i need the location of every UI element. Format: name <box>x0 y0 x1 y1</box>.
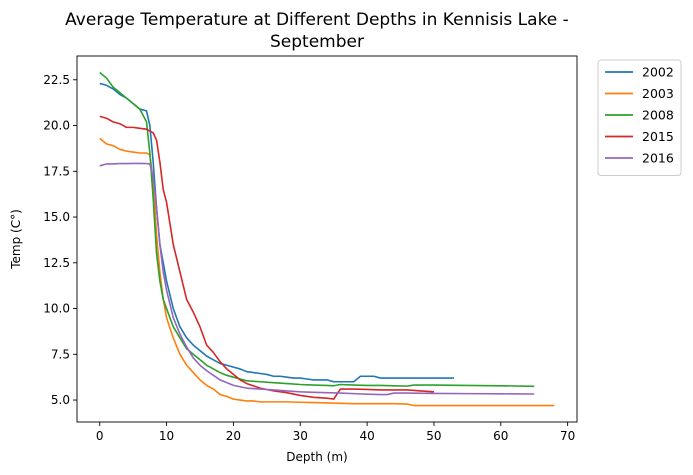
y-tick-label: 20.0 <box>43 119 70 133</box>
x-tick-label: 20 <box>226 429 241 443</box>
y-tick-label: 22.5 <box>43 73 70 87</box>
x-tick-label: 50 <box>426 429 441 443</box>
x-tick-label: 0 <box>96 429 104 443</box>
chart-title: Average Temperature at Different Depths … <box>65 10 569 52</box>
legend-label-2016: 2016 <box>642 151 674 166</box>
x-tick-label: 30 <box>293 429 308 443</box>
x-tick-label: 40 <box>359 429 374 443</box>
series-line-2015 <box>99 115 435 400</box>
y-tick-label: 10.0 <box>43 302 70 316</box>
series-line-2008 <box>99 71 535 388</box>
series-line-2016 <box>99 162 535 396</box>
legend: 2002 2003 2008 2015 2016 <box>597 59 682 176</box>
x-tick-label: 70 <box>560 429 575 443</box>
y-axis-label: Temp (C°) <box>9 209 23 270</box>
y-tick-label: 17.5 <box>43 164 70 178</box>
axes: 0 10 20 30 40 50 60 70 5.0 7.5 10.0 12.5 15.0 17.5 20.… <box>43 55 578 443</box>
legend-label-2003: 2003 <box>642 86 674 101</box>
y-tick-label: 7.5 <box>51 347 70 361</box>
plot-area <box>99 71 555 407</box>
y-tick-label: 5.0 <box>51 393 70 407</box>
y-tick-label: 15.0 <box>43 210 70 224</box>
chart-title-line-1: Average Temperature at Different Depths … <box>65 10 569 30</box>
x-tick-label: 10 <box>159 429 174 443</box>
legend-box <box>597 59 682 176</box>
legend-label-2015: 2015 <box>642 129 674 144</box>
legend-label-2002: 2002 <box>642 65 674 80</box>
x-axis-label: Depth (m) <box>286 450 347 464</box>
legend-label-2008: 2008 <box>642 108 674 123</box>
x-tick-label: 60 <box>493 429 508 443</box>
series-line-2003 <box>99 137 555 407</box>
plot-frame <box>76 55 578 423</box>
series-line-2002 <box>99 82 455 383</box>
chart-title-line-2: September <box>270 32 364 52</box>
y-tick-label: 12.5 <box>43 256 70 270</box>
